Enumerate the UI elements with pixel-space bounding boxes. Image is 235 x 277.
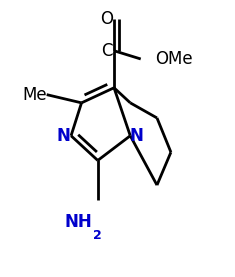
Text: O: O: [101, 10, 114, 28]
Text: OMe: OMe: [155, 50, 192, 68]
Text: NH: NH: [64, 213, 92, 231]
Text: N: N: [129, 127, 143, 145]
Text: N: N: [57, 127, 70, 145]
Text: Me: Me: [23, 86, 47, 104]
Text: C: C: [101, 42, 113, 60]
Text: 2: 2: [93, 229, 102, 242]
